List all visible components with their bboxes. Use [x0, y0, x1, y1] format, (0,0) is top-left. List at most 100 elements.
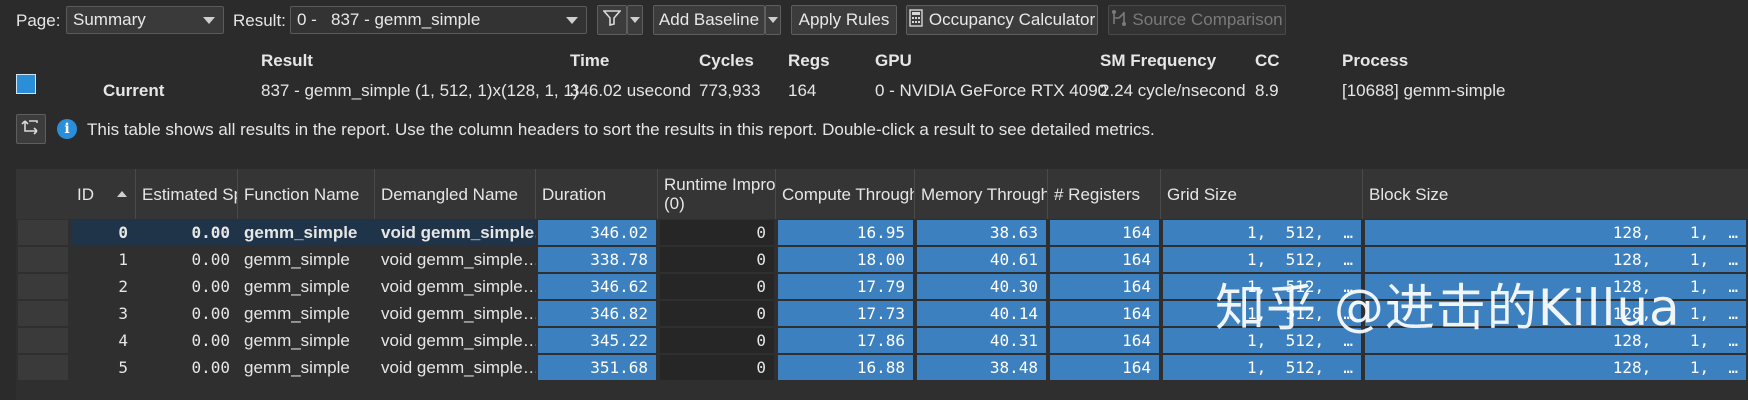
cell-runtime: 0: [660, 301, 774, 326]
cell-grid: 1, 512, …: [1163, 355, 1361, 380]
cell-memory: 40.30: [917, 274, 1046, 299]
table-row[interactable]: 3 0.00 gemm_simple void gemm_simple… 346.82 0…: [16, 300, 1748, 327]
filter-dropdown-button[interactable]: [627, 5, 643, 35]
current-gpu: 0 - NVIDIA GeForce RTX 4090: [875, 81, 1108, 100]
row-header[interactable]: [18, 328, 68, 353]
cell-memory: 38.48: [917, 355, 1046, 380]
current-color-swatch: [16, 74, 36, 94]
result-select[interactable]: 0 - 837 - gemm_simple: [290, 6, 587, 34]
cell-demangled: void gemm_simple…: [381, 249, 536, 269]
cell-compute: 16.95: [778, 220, 913, 245]
add-baseline-button[interactable]: Add Baseline: [653, 5, 765, 35]
cell-compute: 16.88: [778, 355, 913, 380]
summary-header-process: Process: [1342, 51, 1409, 70]
table-row[interactable]: 1 0.00 gemm_simple void gemm_simple… 338.78 0…: [16, 246, 1748, 273]
current-regs: 164: [788, 81, 817, 100]
transpose-icon: [21, 118, 41, 141]
column-header-runtime-improvement[interactable]: Runtime Improv (0): [658, 169, 776, 219]
row-header[interactable]: [18, 220, 68, 245]
source-comparison-button[interactable]: Source Comparison: [1108, 5, 1286, 35]
cell-duration: 338.78: [538, 247, 656, 272]
column-header-memory-throughput[interactable]: Memory Throughp: [915, 169, 1048, 219]
add-baseline-dropdown-button[interactable]: [765, 5, 781, 35]
table-row[interactable]: 0 0.00 gemm_simple void gemm_simple… 346.02 0…: [16, 219, 1748, 246]
cell-duration: 346.82: [538, 301, 656, 326]
chevron-down-icon: [558, 7, 586, 33]
cell-id: 5: [118, 358, 128, 377]
calculator-icon: [909, 8, 923, 32]
table-row[interactable]: 2 0.00 gemm_simple void gemm_simple… 346.62 0…: [16, 273, 1748, 300]
info-text: This table shows all results in the repo…: [87, 120, 1155, 139]
chevron-down-icon: [195, 7, 223, 33]
cell-duration: 346.62: [538, 274, 656, 299]
cell-demangled: void gemm_simple…: [381, 303, 536, 323]
cell-grid: 1, 512, …: [1163, 220, 1361, 245]
cell-id: 3: [118, 304, 128, 323]
summary-header-time: Time: [570, 51, 610, 70]
cell-runtime: 0: [660, 220, 774, 245]
info-icon: i: [57, 119, 77, 139]
cell-duration: 345.22: [538, 328, 656, 353]
cell-compute: 17.86: [778, 328, 913, 353]
column-header-demangled-name[interactable]: Demangled Name: [375, 169, 536, 219]
row-header[interactable]: [18, 301, 68, 326]
cell-block: 128, 1, …: [1365, 274, 1746, 299]
page-select-value: Summary: [73, 10, 146, 29]
row-header[interactable]: [18, 355, 68, 380]
cell-compute: 18.00: [778, 247, 913, 272]
cell-registers: 164: [1050, 220, 1159, 245]
current-label: Current: [103, 81, 165, 100]
cell-registers: 164: [1050, 355, 1159, 380]
sort-ascending-icon: [117, 191, 127, 197]
occupancy-calculator-button[interactable]: Occupancy Calculator: [906, 5, 1098, 35]
cell-demangled: void gemm_simple…: [381, 357, 536, 377]
page-select[interactable]: Summary: [66, 6, 224, 34]
cell-demangled: void gemm_simple…: [381, 276, 536, 296]
chevron-down-icon: [768, 17, 778, 23]
filter-button[interactable]: [597, 5, 627, 35]
column-header-registers[interactable]: # Registers: [1048, 169, 1161, 219]
cell-runtime: 0: [660, 247, 774, 272]
column-header-estimated-speedup[interactable]: Estimated Spe: [136, 169, 238, 219]
cell-speedup: 0.00: [191, 277, 230, 296]
column-header-duration[interactable]: Duration: [536, 169, 658, 219]
cell-duration: 346.02: [538, 220, 656, 245]
cell-memory: 40.14: [917, 301, 1046, 326]
column-header-function-name[interactable]: Function Name: [238, 169, 375, 219]
column-header-compute-throughput[interactable]: Compute Throughp: [776, 169, 915, 219]
chevron-down-icon: [630, 17, 640, 23]
cell-runtime: 0: [660, 355, 774, 380]
row-header[interactable]: [18, 274, 68, 299]
cell-memory: 40.31: [917, 328, 1046, 353]
cell-id: 0: [71, 220, 136, 245]
column-header-id[interactable]: ID: [71, 169, 136, 219]
table-row[interactable]: 4 0.00 gemm_simple void gemm_simple… 345.22 0…: [16, 327, 1748, 354]
column-header-id-label: ID: [77, 184, 94, 204]
cell-demangled: void gemm_simple…: [381, 330, 536, 350]
cell-memory: 40.61: [917, 247, 1046, 272]
cell-memory: 38.63: [917, 220, 1046, 245]
cell-function: gemm_simple: [238, 220, 375, 245]
transpose-button[interactable]: [16, 114, 46, 144]
summary-header-cc: CC: [1255, 51, 1280, 70]
occupancy-calculator-label: Occupancy Calculator: [928, 10, 1096, 29]
summary-header-regs: Regs: [788, 51, 830, 70]
cell-speedup: 0.00: [191, 358, 230, 377]
column-header-block-size[interactable]: Block Size: [1363, 169, 1748, 219]
cell-registers: 164: [1050, 328, 1159, 353]
watermark: 知乎 @进击的Killua: [1215, 279, 1681, 337]
cell-speedup: 0.00: [191, 331, 230, 350]
cell-block: 128, 1, …: [1365, 328, 1746, 353]
cell-runtime: 0: [660, 328, 774, 353]
cell-function: gemm_simple: [244, 303, 350, 323]
row-header[interactable]: [18, 247, 68, 272]
cell-block: 128, 1, …: [1365, 247, 1746, 272]
source-compare-icon: [1111, 9, 1127, 32]
current-time: 346.02 usecond: [570, 81, 691, 100]
column-header-grid-size[interactable]: Grid Size: [1161, 169, 1363, 219]
summary-header-result: Result: [261, 51, 313, 70]
apply-rules-button[interactable]: Apply Rules: [791, 5, 897, 35]
results-table: ID Estimated Spe Function Name Demangled…: [16, 169, 1748, 400]
table-row[interactable]: 5 0.00 gemm_simple void gemm_simple… 351.68 0…: [16, 354, 1748, 381]
cell-speedup: 0.00: [191, 250, 230, 269]
